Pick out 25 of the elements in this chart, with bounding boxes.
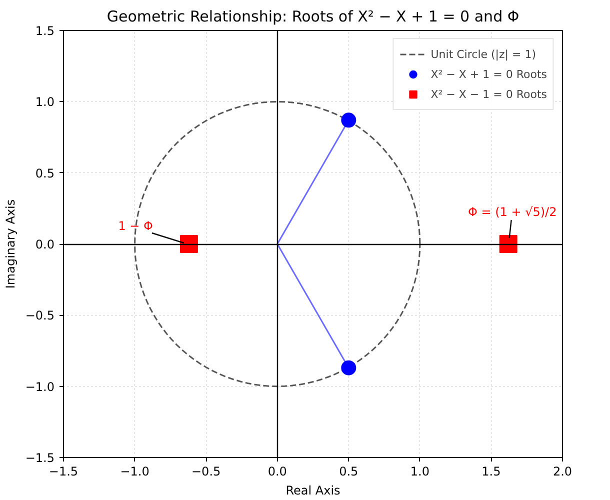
y-tick-label: 0.5 <box>35 166 55 180</box>
y-tick-label: 0.0 <box>35 238 55 252</box>
annotation: 1 − Φ <box>118 219 153 233</box>
x-tick-label: 0.0 <box>268 464 287 478</box>
x-tick-label: 1.5 <box>482 464 501 478</box>
point <box>180 235 198 253</box>
y-tick-label: 1.0 <box>35 95 55 110</box>
x-tick-label: 1.0 <box>410 464 430 478</box>
x-tick-label: 2.0 <box>552 464 572 478</box>
y-tick-label: −0.5 <box>25 308 54 323</box>
x-tick-label: −1.0 <box>120 464 150 478</box>
point <box>499 235 518 253</box>
x-tick-label: −0.5 <box>192 464 221 478</box>
y-tick-label: 1.5 <box>35 24 55 38</box>
annotation: Φ = (1 + √5)/2 <box>468 205 557 219</box>
legend-label: X² − X − 1 = 0 Roots <box>430 88 547 100</box>
y-tick-label: −1.0 <box>25 380 54 394</box>
x-tick-label: 0.5 <box>339 464 358 478</box>
x-axis-title: Real Axis <box>286 484 340 498</box>
x-tick-label: −1.5 <box>48 464 78 478</box>
y-axis-title: Imaginary Axis <box>3 199 18 289</box>
chart-title: Geometric Relationship: Roots of X² − X + 1 = 0 and Φ <box>106 8 520 26</box>
annotation: Unit Circle (|z| = 1) <box>430 48 536 60</box>
legend-label: X² − X + 1 = 0 Roots <box>430 68 547 80</box>
y-tick-label: −1.5 <box>25 451 54 465</box>
